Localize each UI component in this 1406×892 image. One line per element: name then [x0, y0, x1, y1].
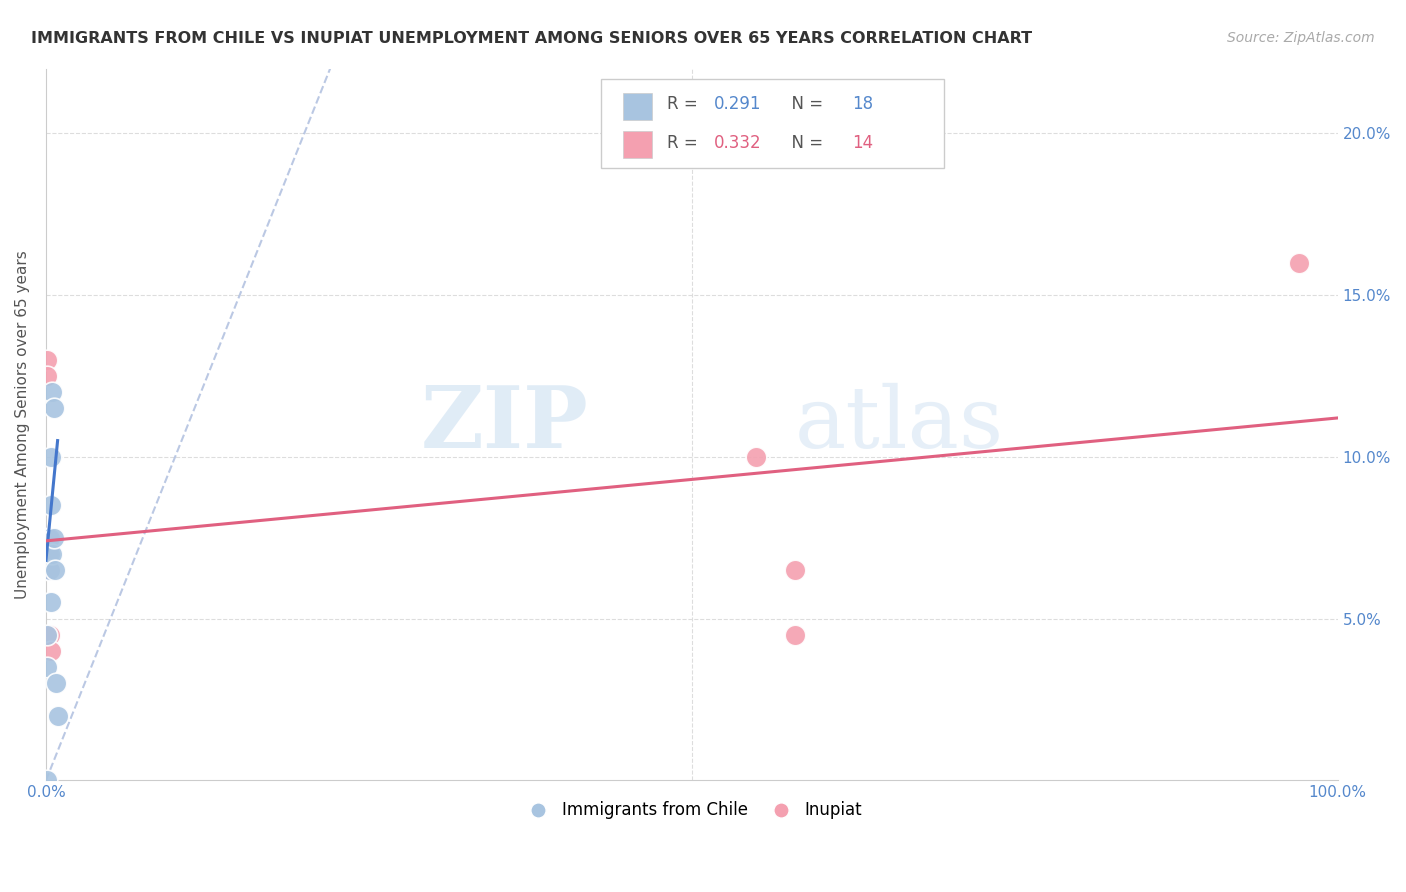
Point — [37, 352, 59, 367]
Point — [39, 595, 62, 609]
Point — [42, 401, 65, 416]
Text: N =: N = — [780, 134, 828, 152]
Point — [37, 773, 59, 788]
Point — [38, 563, 60, 577]
Point — [38, 547, 60, 561]
Point — [46, 708, 69, 723]
Point — [39, 644, 62, 658]
Legend: Immigrants from Chile, Inupiat: Immigrants from Chile, Inupiat — [515, 794, 869, 825]
Text: R =: R = — [668, 95, 703, 113]
Text: atlas: atlas — [796, 383, 1004, 466]
Y-axis label: Unemployment Among Seniors over 65 years: Unemployment Among Seniors over 65 years — [15, 250, 30, 599]
Point — [785, 563, 807, 577]
Text: 0.291: 0.291 — [714, 95, 761, 113]
Text: R =: R = — [668, 134, 703, 152]
Point — [39, 450, 62, 464]
Text: ZIP: ZIP — [420, 383, 589, 467]
Text: 0.332: 0.332 — [714, 134, 762, 152]
Point — [44, 563, 66, 577]
Text: 14: 14 — [852, 134, 873, 152]
Point — [38, 531, 60, 545]
Text: Source: ZipAtlas.com: Source: ZipAtlas.com — [1227, 31, 1375, 45]
FancyBboxPatch shape — [623, 93, 652, 120]
Point — [42, 531, 65, 545]
Point — [785, 628, 807, 642]
FancyBboxPatch shape — [623, 131, 652, 158]
Point — [38, 547, 60, 561]
Point — [38, 563, 60, 577]
Text: N =: N = — [780, 95, 828, 113]
Point — [41, 385, 63, 400]
Point — [1288, 255, 1310, 269]
Point — [38, 563, 60, 577]
Point — [45, 676, 67, 690]
Point — [37, 660, 59, 674]
Text: IMMIGRANTS FROM CHILE VS INUPIAT UNEMPLOYMENT AMONG SENIORS OVER 65 YEARS CORREL: IMMIGRANTS FROM CHILE VS INUPIAT UNEMPLO… — [31, 31, 1032, 46]
Point — [38, 547, 60, 561]
Point — [38, 531, 60, 545]
Point — [39, 547, 62, 561]
Point — [38, 531, 60, 545]
Point — [38, 628, 60, 642]
Point — [745, 450, 768, 464]
Point — [39, 498, 62, 512]
Point — [37, 368, 59, 383]
Point — [37, 628, 59, 642]
Point — [38, 547, 60, 561]
Text: 18: 18 — [852, 95, 873, 113]
FancyBboxPatch shape — [602, 79, 943, 169]
Point — [41, 547, 63, 561]
